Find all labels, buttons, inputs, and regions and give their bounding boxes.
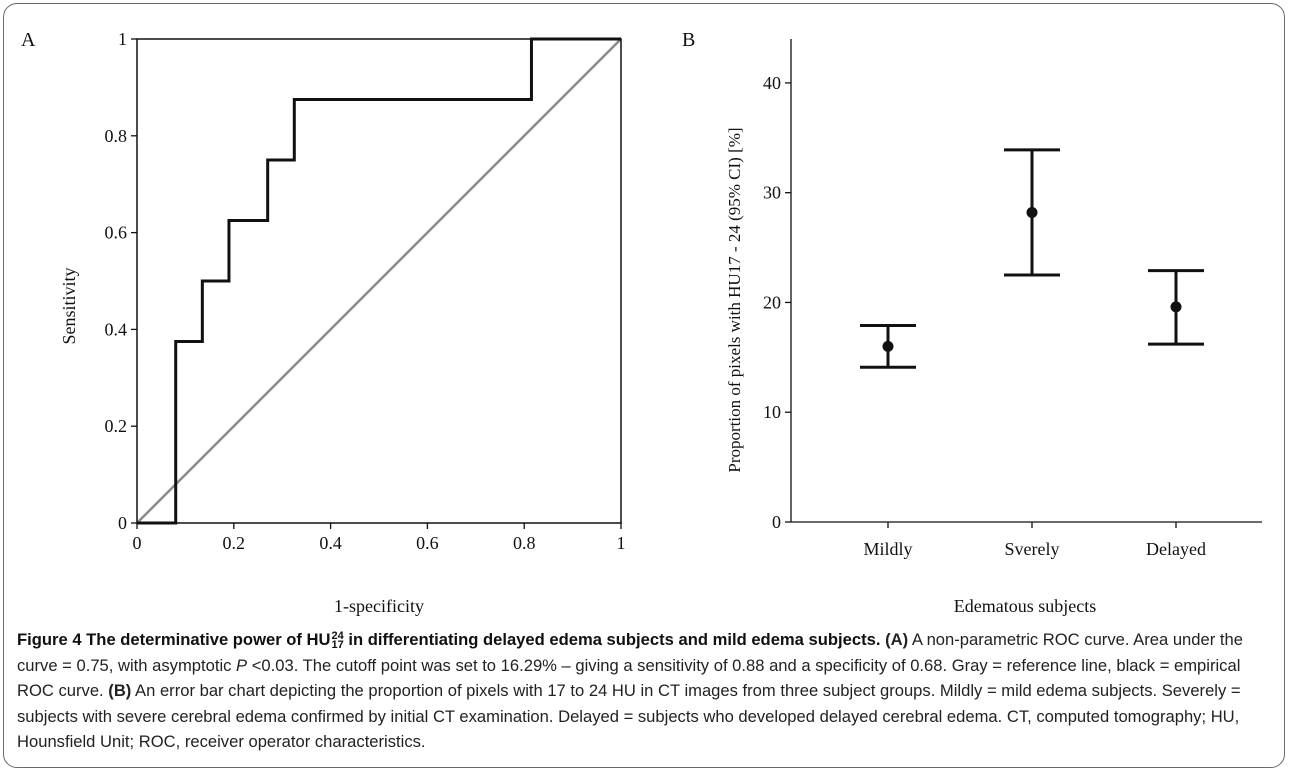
panel-a-x-tick-label: 0.2 bbox=[223, 533, 246, 553]
panel-b-y-tick-label: 20 bbox=[763, 292, 781, 312]
caption-figure-label: Figure 4 bbox=[17, 630, 82, 649]
panel-b-ticks: 0 10 20 30 40 Mildly Sverely Delayed bbox=[763, 39, 1262, 559]
panel-a-y-tick-label: 0.4 bbox=[105, 319, 128, 339]
panel-a-label: A bbox=[21, 29, 36, 51]
panel-a-roc-chart: A 1-specificity Sensitivity 0 0.2 0.4 0.6 0.… bbox=[21, 29, 626, 616]
panel-a-series bbox=[136, 37, 622, 525]
panel-a-y-tick-label: 0.2 bbox=[105, 416, 128, 436]
panel-a-reference-line bbox=[136, 38, 622, 524]
caption-hu-sup: 24 bbox=[331, 629, 344, 642]
panel-a-x-tick-label: 0.6 bbox=[416, 533, 439, 553]
panel-b-x-tick-label: Delayed bbox=[1146, 539, 1206, 559]
caption-part-a-text: A non-parametric ROC curve. Area under t… bbox=[17, 630, 1243, 675]
panel-a-roc-curve bbox=[137, 37, 621, 525]
figure-caption: Figure 4 The determinative power of HU 24… bbox=[17, 627, 1279, 755]
caption-hu-sub: 17 bbox=[331, 638, 344, 651]
panel-b-x-tick-label: Sverely bbox=[1005, 539, 1060, 559]
panel-a-y-tick-label: 0.6 bbox=[105, 223, 128, 243]
panel-a-y-tick-label: 0.8 bbox=[105, 126, 128, 146]
panel-a-ticks: 0 0.2 0.4 0.6 0.8 1 0 0.2 0.4 0.6 0.8 1 bbox=[105, 29, 626, 553]
caption-part-b-text: An error bar chart depicting the proport… bbox=[17, 681, 1241, 751]
caption-hu-notation: 24 17 bbox=[331, 627, 344, 653]
figure-frame bbox=[3, 3, 1285, 768]
panel-b-x-axis-label: Edematous subjects bbox=[954, 596, 1096, 616]
panel-a-y-tick-label: 0 bbox=[118, 513, 127, 533]
panel-a-x-tick-label: 0.4 bbox=[319, 533, 342, 553]
caption-title-prefix: The determinative power of HU bbox=[86, 630, 331, 649]
panel-a-x-tick-label: 1 bbox=[617, 533, 626, 553]
panel-b-x-tick-label: Mildly bbox=[863, 539, 912, 559]
panel-b-label: B bbox=[682, 29, 695, 51]
panel-a-x-axis-label: 1-specificity bbox=[334, 596, 424, 616]
caption-part-b-tag: (B) bbox=[108, 681, 132, 700]
caption-title: Figure 4 The determinative power of HU 24… bbox=[17, 630, 881, 650]
panel-b-y-tick-label: 0 bbox=[772, 512, 781, 532]
panel-a-y-axis-label: Sensitivity bbox=[59, 267, 79, 344]
caption-title-suffix: in differentiating delayed edema subject… bbox=[343, 630, 881, 649]
caption-p-symbol: P bbox=[236, 655, 248, 675]
panel-b-mean-point bbox=[882, 340, 894, 352]
panel-b-y-tick-label: 40 bbox=[763, 73, 781, 93]
panel-b-mean-point bbox=[1026, 206, 1038, 218]
panel-b-y-tick-label: 10 bbox=[763, 402, 781, 422]
panel-a-plot-frame bbox=[136, 38, 622, 524]
caption-part-a-tag: (A) bbox=[885, 630, 909, 649]
panel-a-x-tick-label: 0.8 bbox=[513, 533, 536, 553]
panel-a-y-tick-label: 1 bbox=[118, 29, 127, 49]
panel-b-error-bar-chart: B Edematous subjects Proportion of pixel… bbox=[682, 29, 1262, 616]
panel-a-x-tick-label: 0 bbox=[133, 533, 142, 553]
figure-canvas: A 1-specificity Sensitivity 0 0.2 0.4 0.6 0.… bbox=[21, 29, 1262, 616]
panel-b-mean-point bbox=[1170, 301, 1182, 313]
panel-b-y-tick-label: 30 bbox=[763, 183, 781, 203]
panel-b-series bbox=[860, 148, 1204, 369]
panel-b-y-axis-label: Proportion of pixels with HU17 - 24 (95%… bbox=[725, 127, 744, 472]
caption-part-a-text-cont: <0.03. The cutoff point was set to 16.29… bbox=[17, 655, 1241, 701]
